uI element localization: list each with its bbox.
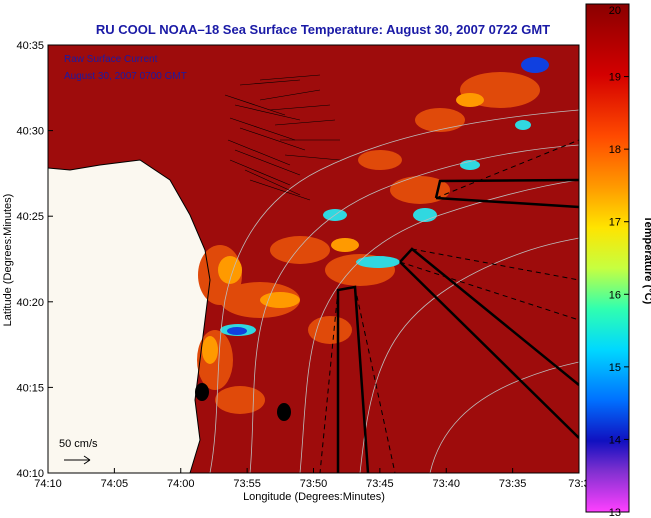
inset-line-1: Raw Surface Current	[64, 54, 158, 65]
x-axis-label: Longitude (Degrees:Minutes)	[243, 491, 385, 503]
y-tick-label: 40:10	[16, 468, 44, 480]
x-tick-label: 73:40	[432, 478, 460, 490]
colorbar-tick-label: 18	[609, 144, 621, 156]
station-marker	[195, 383, 209, 401]
colorbar-tick-label: 13	[609, 507, 621, 518]
inset-line-2: August 30, 2007 0700 GMT	[64, 71, 187, 82]
map-area: 50 cm/s Raw Surface Current August 30, 2…	[48, 45, 579, 473]
bathymetry-contours	[209, 109, 579, 473]
x-tick-label: 73:50	[300, 478, 328, 490]
coastline	[48, 159, 211, 473]
surface-current-vectors	[224, 74, 341, 201]
x-tick-label: 73:55	[233, 478, 261, 490]
colorbar-ticks: 20 19 18 17 16 15 14 13	[609, 3, 629, 518]
x-tick-label: 73:35	[499, 478, 527, 490]
colorbar-tick-label: 16	[609, 289, 621, 301]
y-tick-label: 40:25	[16, 211, 44, 223]
sst-cold-patches	[227, 57, 549, 335]
x-tick-label: 74:10	[34, 478, 62, 490]
colorbar-label: Temperature (°C)	[642, 216, 651, 305]
sampling-extensions	[319, 139, 579, 473]
y-tick-label: 40:35	[16, 40, 44, 52]
colorbar-tick-label: 17	[609, 217, 621, 229]
x-tick-label: 74:00	[167, 478, 195, 490]
scale-label: 50 cm/s	[59, 438, 98, 450]
colorbar-tick-label: 15	[609, 362, 621, 374]
y-axis-label: Latitude (Degrees:Minutes)	[2, 194, 14, 327]
y-tick-label: 40:30	[16, 126, 44, 138]
colorbar-tick-label: 20	[609, 5, 621, 17]
x-axis: 74:10 74:05 74:00 73:55 73:50 73:45 73:40 73:35…	[34, 468, 590, 490]
x-tick-label: 73:3	[568, 478, 589, 490]
y-axis: 40:35 40:30 40:25 40:20 40:15 40:10	[16, 40, 53, 480]
colorbar-tick-label: 19	[609, 72, 621, 84]
colorbar-tick-label: 14	[609, 434, 621, 446]
x-tick-label: 74:05	[101, 478, 129, 490]
y-tick-label: 40:20	[16, 297, 44, 309]
x-tick-label: 73:45	[366, 478, 394, 490]
y-tick-label: 40:15	[16, 382, 44, 394]
colorbar	[585, 3, 630, 513]
scale-arrow	[64, 455, 91, 465]
station-marker	[277, 403, 291, 421]
map-title: RU COOL NOAA–18 Sea Surface Temperature:…	[96, 22, 550, 37]
